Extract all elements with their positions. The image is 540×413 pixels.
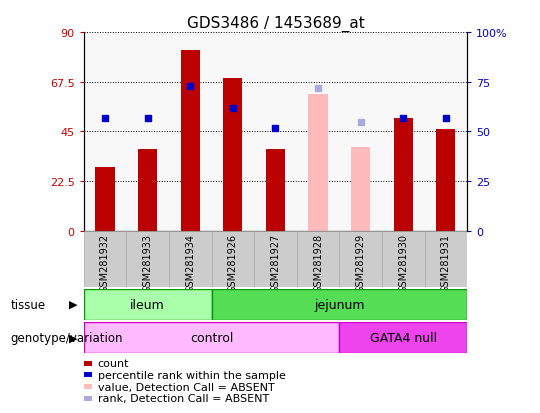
Text: GSM281926: GSM281926 [228, 233, 238, 292]
Title: GDS3486 / 1453689_at: GDS3486 / 1453689_at [186, 16, 364, 32]
Text: GSM281927: GSM281927 [271, 233, 280, 292]
Bar [169, 231, 212, 287]
Text: rank, Detection Call = ABSENT: rank, Detection Call = ABSENT [98, 393, 269, 403]
Bar [266, 150, 285, 231]
Bar [394, 119, 413, 231]
Bar [223, 79, 242, 231]
Bar [84, 322, 339, 353]
Text: ileum: ileum [130, 298, 165, 311]
Bar [254, 231, 296, 287]
Text: value, Detection Call = ABSENT: value, Detection Call = ABSENT [98, 382, 274, 392]
Text: percentile rank within the sample: percentile rank within the sample [98, 370, 286, 380]
Bar [339, 231, 382, 287]
Text: tissue: tissue [11, 298, 46, 311]
Bar [84, 289, 212, 320]
Bar [339, 322, 467, 353]
Text: jejunum: jejunum [314, 298, 364, 311]
Text: GSM281932: GSM281932 [100, 233, 110, 292]
Bar [308, 95, 328, 231]
Bar [180, 51, 200, 231]
Text: count: count [98, 358, 129, 368]
Bar [212, 289, 467, 320]
Text: ▶: ▶ [69, 332, 77, 342]
Bar [382, 231, 424, 287]
Text: GSM281933: GSM281933 [143, 233, 153, 292]
Bar [138, 150, 157, 231]
Bar [424, 231, 467, 287]
Bar [126, 231, 169, 287]
Text: GSM281934: GSM281934 [185, 233, 195, 292]
Text: control: control [190, 331, 233, 344]
Text: ▶: ▶ [69, 299, 77, 309]
Bar [436, 130, 455, 231]
Text: GSM281928: GSM281928 [313, 233, 323, 292]
Text: GATA4 null: GATA4 null [370, 331, 437, 344]
Bar [212, 231, 254, 287]
Bar [296, 231, 339, 287]
Text: GSM281930: GSM281930 [398, 233, 408, 292]
Bar [84, 231, 126, 287]
Text: GSM281929: GSM281929 [356, 233, 366, 292]
Text: GSM281931: GSM281931 [441, 233, 451, 292]
Bar [351, 147, 370, 231]
Text: genotype/variation: genotype/variation [11, 331, 123, 344]
Bar [96, 167, 114, 231]
